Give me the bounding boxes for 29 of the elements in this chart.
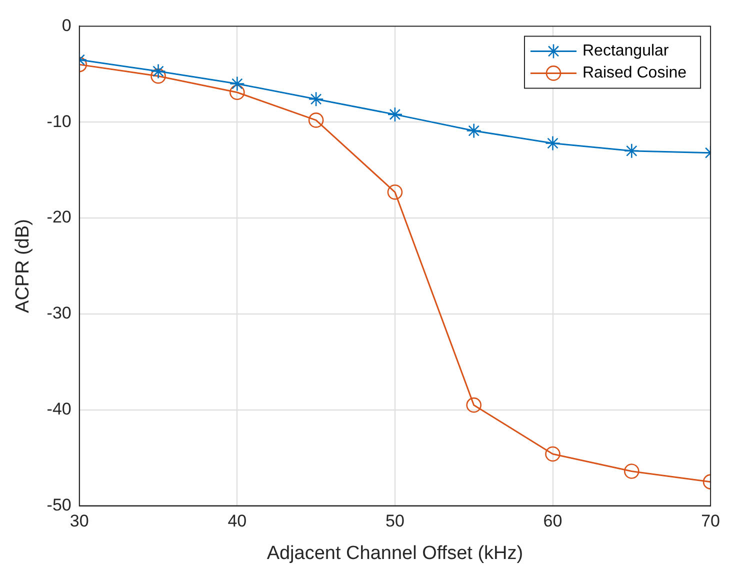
y-tick-label: -10	[46, 112, 72, 131]
x-tick-label: 30	[70, 512, 89, 531]
point	[466, 123, 482, 138]
y-tick-label: -40	[46, 400, 72, 419]
point	[545, 136, 560, 151]
x-tick-label: 60	[543, 512, 562, 531]
legend-label: Raised Cosine	[582, 64, 687, 82]
point	[387, 184, 403, 200]
point	[387, 106, 403, 122]
point	[308, 91, 324, 107]
y-tick-label: -30	[46, 304, 72, 323]
point	[308, 112, 324, 128]
legend-label: Rectangular	[582, 42, 670, 60]
y-tick-label: -20	[46, 208, 72, 227]
point	[466, 397, 482, 413]
y-axis-title: ACPR (dB)	[12, 219, 34, 313]
point	[624, 143, 640, 159]
point	[150, 64, 166, 79]
point	[150, 68, 166, 84]
y-tick-label: -50	[46, 495, 72, 514]
point	[230, 76, 245, 92]
point	[230, 84, 245, 100]
x-tick-label: 70	[701, 512, 720, 531]
x-tick-label: 40	[228, 512, 247, 531]
y-tick-label: 0	[62, 16, 72, 35]
point	[545, 446, 560, 462]
x-axis-title: Adjacent Channel Offset (kHz)	[266, 542, 524, 564]
point	[624, 464, 640, 479]
x-tick-label: 50	[385, 512, 404, 531]
